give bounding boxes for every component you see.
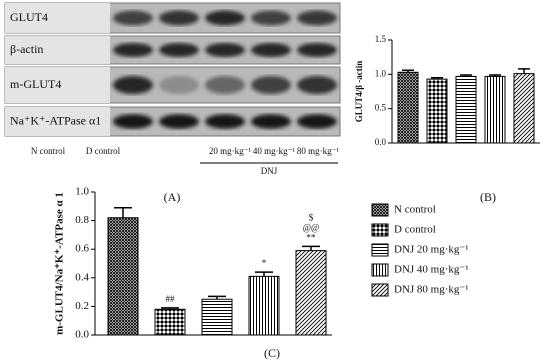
lane-label: N control	[31, 146, 66, 156]
row-label: GLUT4	[10, 10, 48, 24]
panel-label: (B)	[480, 190, 496, 204]
blot-panel: GLUT4 β-actin m-GLUT4 Na⁺K⁺-ATPase α1 N cont…	[4, 2, 341, 176]
y-tick-label: 0.0	[375, 137, 387, 147]
legend-swatch	[371, 283, 389, 297]
band	[205, 114, 245, 129]
error-bar	[489, 74, 501, 77]
band	[205, 10, 245, 26]
legend-swatch	[371, 203, 389, 217]
y-tick-label: 1.5	[375, 34, 387, 44]
y-tick-label: 0.0	[75, 329, 89, 341]
band	[297, 10, 337, 26]
row-label: Na⁺K⁺-ATPase α1	[10, 113, 101, 127]
significance: **	[307, 232, 317, 242]
bar	[248, 275, 280, 336]
error-bar	[302, 245, 320, 251]
error-bar	[460, 74, 472, 77]
band	[113, 43, 153, 57]
band	[297, 43, 337, 57]
band	[251, 43, 291, 57]
panel-label: (C)	[264, 346, 280, 360]
band	[113, 10, 153, 26]
y-tick-label: 0.8	[75, 214, 89, 226]
band	[251, 76, 291, 94]
lane-label: D control	[86, 146, 121, 156]
y-tick-label: 0.5	[375, 103, 387, 113]
bar	[201, 298, 233, 336]
band	[251, 10, 291, 26]
y-axis-label: m-GLUT4/Na⁺K⁺-ATPase α 1	[54, 192, 66, 335]
legend-swatch	[371, 263, 389, 277]
bar	[397, 71, 419, 144]
error-bar	[208, 295, 226, 300]
bar	[513, 73, 535, 144]
bar	[455, 75, 477, 144]
significance: @@	[303, 222, 320, 232]
legend-label: N control	[394, 204, 436, 216]
bar	[295, 250, 327, 336]
band	[159, 76, 199, 94]
row-label-bg	[5, 107, 110, 136]
row-label: m-GLUT4	[10, 77, 61, 91]
legend-swatch	[371, 223, 389, 237]
band	[113, 76, 153, 94]
band	[159, 10, 199, 26]
error-bar	[402, 69, 414, 73]
band	[297, 76, 337, 94]
y-axis-label: GLUT4/β -actin	[354, 61, 364, 123]
band	[159, 114, 199, 129]
y-tick-label: 1.0	[75, 186, 89, 198]
band	[205, 76, 245, 94]
bar	[484, 75, 506, 144]
row-label-bg	[5, 3, 110, 33]
error-bar	[431, 77, 443, 80]
significance: $	[309, 212, 314, 222]
significance: ##	[166, 294, 176, 304]
bar	[426, 78, 448, 144]
legend-label: D control	[394, 224, 436, 236]
bar	[154, 308, 186, 336]
legend-label: DNJ 40 mg·kg⁻¹	[394, 264, 469, 276]
row-label-bg	[5, 36, 110, 64]
error-bar	[518, 68, 530, 74]
bar	[107, 217, 139, 336]
y-tick-label: 0.6	[75, 243, 89, 255]
y-tick-label: 1.0	[375, 68, 387, 78]
band	[297, 114, 337, 129]
band	[113, 114, 153, 129]
band	[251, 114, 291, 129]
panel-label: (A)	[164, 190, 181, 204]
legend-swatch	[371, 243, 389, 257]
legend-label: DNJ 80 mg·kg⁻¹	[394, 284, 469, 296]
error-bar	[114, 206, 132, 218]
y-tick-label: 0.4	[75, 271, 89, 283]
lane-label: 20 mg·kg⁻¹	[209, 146, 251, 156]
group-label: DNJ	[261, 166, 278, 176]
legend-label: DNJ 20 mg·kg⁻¹	[394, 244, 469, 256]
y-tick-label: 0.2	[75, 300, 89, 312]
significance: *	[262, 258, 267, 268]
lane-label: 40 mg·kg⁻¹	[253, 146, 295, 156]
error-bar	[255, 271, 273, 277]
row-label: β-actin	[10, 42, 43, 56]
band	[205, 43, 245, 57]
lane-label: 80 mg·kg⁻¹	[297, 146, 339, 156]
row-label-bg	[5, 67, 110, 103]
error-bar	[161, 307, 179, 310]
band	[159, 43, 199, 57]
